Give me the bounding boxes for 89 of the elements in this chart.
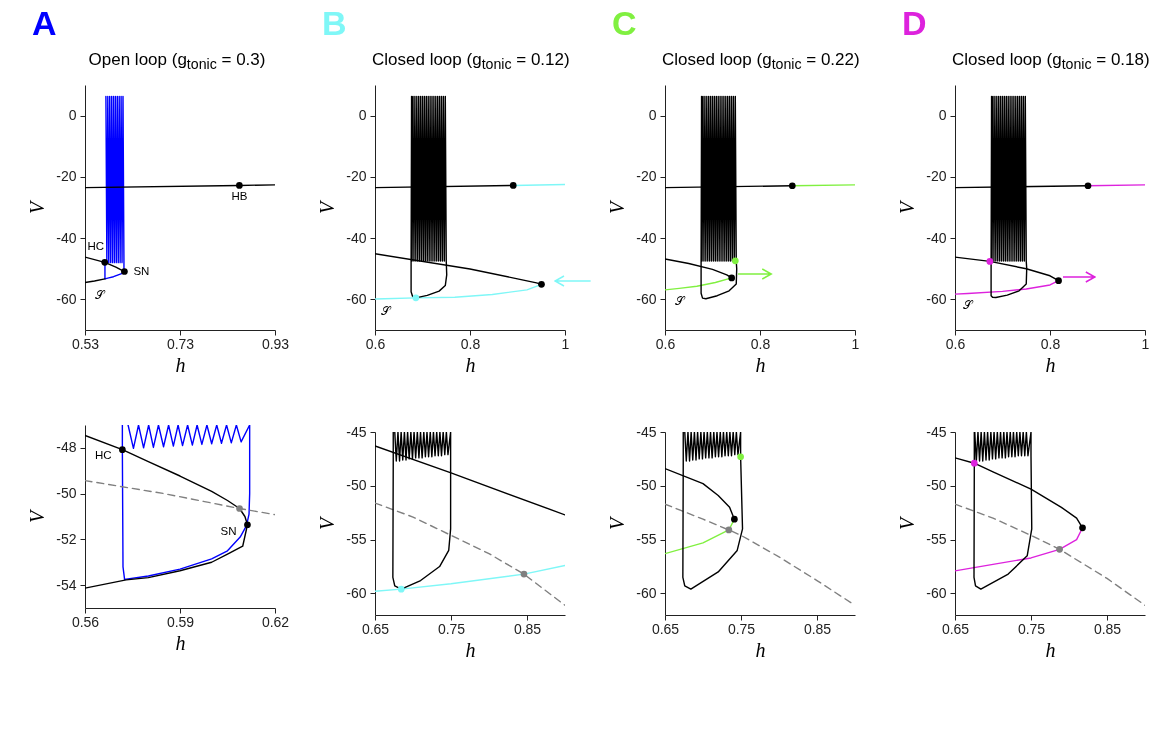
chart-title: Closed loop (g$_{tonic}$ = 0.12) [372, 50, 570, 73]
y-tick-label: -55 [926, 531, 947, 548]
y-axis-title: V [26, 508, 49, 524]
y-axis-title: V [896, 199, 919, 215]
x-tick-label: 0.8 [1040, 335, 1061, 352]
y-axis-title: V [896, 515, 919, 531]
annotation: 𝒮 [674, 295, 686, 308]
y-tick-label: -52 [56, 530, 77, 547]
y-tick-label: -54 [56, 576, 77, 593]
x-tick-label: 0.56 [71, 613, 100, 630]
y-tick-label: -50 [926, 477, 947, 494]
x-tick-label: 0.75 [1017, 620, 1046, 637]
x-axis-title: h [1045, 638, 1056, 661]
x-tick-label: 1 [851, 335, 860, 352]
x-tick-label: 0.6 [945, 335, 966, 352]
y-tick-label: -40 [56, 229, 77, 246]
x-tick-label: 1 [1141, 335, 1150, 352]
x-tick-label: 0.6 [655, 335, 676, 352]
x-tick-label: 0.93 [261, 335, 290, 352]
x-tick-label: 0.65 [651, 620, 680, 637]
y-axis-title: V [606, 515, 629, 531]
x-tick-label: 0.53 [71, 335, 100, 352]
y-tick-label: -45 [636, 423, 657, 440]
y-axis-title: V [606, 199, 629, 215]
y-tick-label: -20 [636, 168, 657, 185]
annotation: SN [220, 524, 237, 537]
y-tick-label: 0 [648, 107, 657, 124]
y-tick-label: -20 [346, 168, 367, 185]
x-axis-title: h [465, 353, 476, 376]
x-axis-title: h [465, 638, 476, 661]
y-tick-label: -45 [926, 423, 947, 440]
y-tick-label: -60 [636, 290, 657, 307]
y-tick-label: 0 [358, 107, 367, 124]
y-tick-label: -60 [636, 584, 657, 601]
y-tick-label: -55 [346, 531, 367, 548]
y-tick-label: 0 [68, 107, 77, 124]
text: A [32, 4, 57, 43]
annotation: 𝒮 [963, 298, 975, 311]
annotation: HC [95, 448, 112, 461]
x-tick-label: 0.85 [513, 620, 542, 637]
text: D [902, 4, 927, 43]
y-axis-title: V [316, 199, 339, 215]
y-tick-label: -40 [346, 229, 367, 246]
x-tick-label: 0.73 [166, 335, 195, 352]
y-tick-label: -50 [346, 477, 367, 494]
x-axis-title: h [1045, 353, 1056, 376]
y-tick-label: -60 [346, 290, 367, 307]
y-tick-label: -60 [346, 584, 367, 601]
y-tick-label: -60 [56, 290, 77, 307]
x-tick-label: 0.75 [437, 620, 466, 637]
y-tick-label: -48 [56, 439, 77, 456]
y-tick-label: 0 [938, 107, 947, 124]
x-tick-label: 0.6 [365, 335, 386, 352]
y-tick-label: -40 [926, 229, 947, 246]
y-tick-label: -40 [636, 229, 657, 246]
y-tick-label: -60 [926, 290, 947, 307]
x-axis-title: h [755, 353, 766, 376]
x-tick-label: 0.85 [1093, 620, 1122, 637]
x-tick-label: 0.59 [166, 613, 195, 630]
y-tick-label: -45 [346, 423, 367, 440]
y-tick-label: -20 [56, 168, 77, 185]
x-tick-label: 1 [561, 335, 570, 352]
y-tick-label: -50 [56, 485, 77, 502]
chart-title: Closed loop (g$_{tonic}$ = 0.18) [952, 50, 1150, 73]
x-tick-label: 0.8 [460, 335, 481, 352]
annotation: 𝒮 [95, 289, 106, 301]
y-tick-label: -50 [636, 477, 657, 494]
y-tick-label: -20 [926, 168, 947, 185]
x-axis-title: h [755, 638, 766, 661]
x-tick-label: 0.8 [750, 335, 771, 352]
x-tick-label: 0.75 [727, 620, 756, 637]
annotation: 𝒮 [381, 304, 392, 317]
chart-title: Open loop (g$_{tonic}$ = 0.3) [87, 50, 267, 73]
chart-title: Closed loop (g$_{tonic}$ = 0.22) [662, 50, 860, 73]
text: C [612, 4, 637, 43]
text: B [322, 4, 347, 43]
y-tick-label: -55 [636, 531, 657, 548]
y-tick-label: -60 [926, 584, 947, 601]
annotation: SN [133, 264, 150, 277]
x-tick-label: 0.65 [361, 620, 390, 637]
y-axis-title: V [316, 515, 339, 531]
x-tick-label: 0.65 [941, 620, 970, 637]
x-tick-label: 0.85 [803, 620, 832, 637]
annotation: HC [87, 240, 105, 253]
x-axis-title: h [175, 631, 186, 654]
annotation: HB [231, 190, 248, 203]
y-axis-title: V [26, 199, 49, 215]
x-tick-label: 0.62 [261, 613, 290, 630]
x-axis-title: h [175, 353, 186, 376]
